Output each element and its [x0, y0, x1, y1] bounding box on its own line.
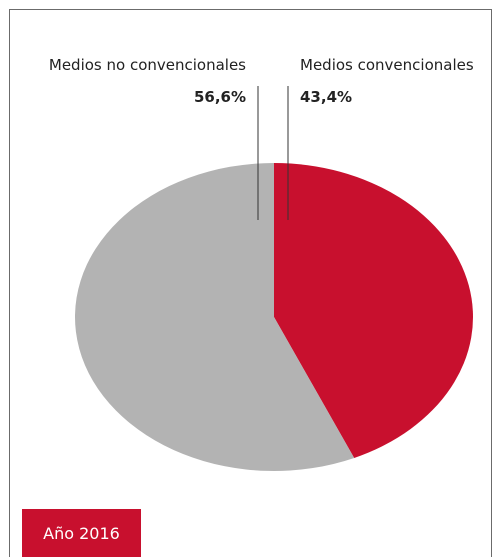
slice-convencionales	[274, 163, 473, 458]
pie-slices	[74, 163, 473, 471]
slice-no-convencionales	[74, 163, 355, 471]
slice-label-convencionales: Medios convencionales	[300, 56, 474, 74]
slice-label-no-convencionales: Medios no convencionales	[49, 56, 246, 74]
year-tab: Año 2016	[22, 509, 141, 557]
slice-value-no-convencionales: 56,6%	[194, 88, 246, 106]
chart-frame	[9, 9, 492, 557]
slice-value-convencionales: 43,4%	[300, 88, 352, 106]
